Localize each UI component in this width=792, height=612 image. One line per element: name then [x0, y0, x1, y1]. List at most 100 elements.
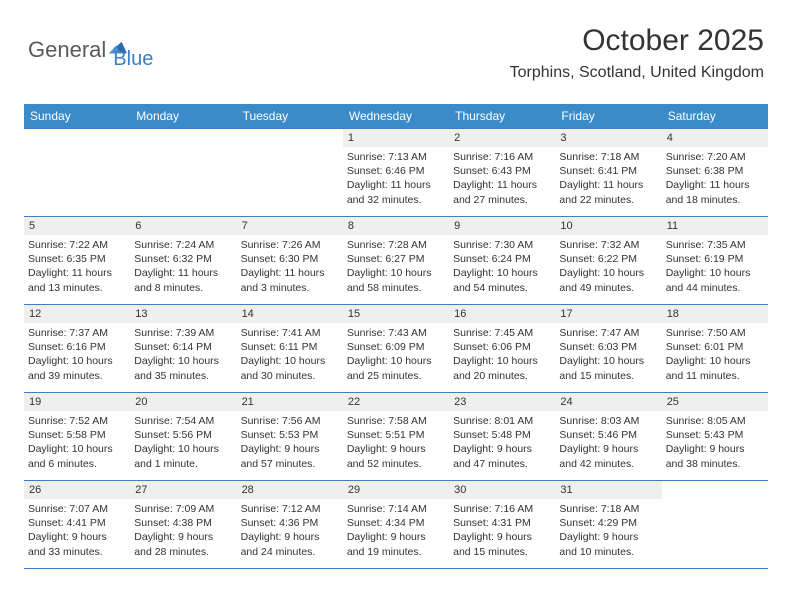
brand-text-1: General	[28, 37, 106, 63]
day-number: 28	[237, 481, 343, 499]
day-number: 7	[237, 217, 343, 235]
day-header: Thursday	[449, 104, 555, 129]
calendar-day-cell: 9Sunrise: 7:30 AMSunset: 6:24 PMDaylight…	[449, 217, 555, 305]
day-info: Sunrise: 7:16 AMSunset: 4:31 PMDaylight:…	[453, 502, 551, 559]
day-info: Sunrise: 7:16 AMSunset: 6:43 PMDaylight:…	[453, 150, 551, 207]
day-number: 13	[130, 305, 236, 323]
brand-text-2: Blue	[113, 48, 153, 71]
day-number: 22	[343, 393, 449, 411]
day-info: Sunrise: 7:43 AMSunset: 6:09 PMDaylight:…	[347, 326, 445, 383]
calendar-day-cell: 29 Sunrise: 7:14 AMSunset: 4:34 PMDayligh…	[343, 481, 449, 569]
location-subtitle: Torphins, Scotland, United Kingdom	[510, 64, 764, 82]
day-number: 24	[555, 393, 661, 411]
calendar-day-cell	[130, 129, 236, 217]
day-number: 6	[130, 217, 236, 235]
day-header: Friday	[555, 104, 661, 129]
day-info: Sunrise: 7:14 AMSunset: 4:34 PMDaylight:…	[347, 502, 445, 559]
day-number: 26	[24, 481, 130, 499]
day-header: Saturday	[662, 104, 768, 129]
day-number: 18	[662, 305, 768, 323]
day-info: Sunrise: 7:07 AMSunset: 4:41 PMDaylight:…	[28, 502, 126, 559]
calendar-day-cell: 12Sunrise: 7:37 AMSunset: 6:16 PMDayligh…	[24, 305, 130, 393]
day-info: Sunrise: 7:18 AMSunset: 6:41 PMDaylight:…	[559, 150, 657, 207]
calendar-day-cell: 19 Sunrise: 7:52 AMSunset: 5:58 PMDayligh…	[24, 393, 130, 481]
day-number: 8	[343, 217, 449, 235]
day-number: 11	[662, 217, 768, 235]
calendar-day-cell: 10Sunrise: 7:32 AMSunset: 6:22 PMDayligh…	[555, 217, 661, 305]
calendar-day-cell: 15Sunrise: 7:43 AMSunset: 6:09 PMDayligh…	[343, 305, 449, 393]
day-info: Sunrise: 7:24 AMSunset: 6:32 PMDaylight:…	[134, 238, 232, 295]
calendar-day-cell: 11 Sunrise: 7:35 AMSunset: 6:19 PMDayligh…	[662, 217, 768, 305]
calendar-body: 1 Sunrise: 7:13 AMSunset: 6:46 PMDaylight…	[24, 129, 768, 569]
day-number: 5	[24, 217, 130, 235]
day-number: 14	[237, 305, 343, 323]
day-number: 23	[449, 393, 555, 411]
day-info: Sunrise: 7:20 AMSunset: 6:38 PMDaylight:…	[666, 150, 764, 207]
calendar-day-cell: 3Sunrise: 7:18 AMSunset: 6:41 PMDaylight…	[555, 129, 661, 217]
calendar-day-cell: 2 Sunrise: 7:16 AMSunset: 6:43 PMDaylight…	[449, 129, 555, 217]
calendar-day-cell: 6 Sunrise: 7:24 AMSunset: 6:32 PMDaylight…	[130, 217, 236, 305]
calendar-week-row: 19 Sunrise: 7:52 AMSunset: 5:58 PMDayligh…	[24, 393, 768, 481]
day-header: Monday	[130, 104, 236, 129]
day-info: Sunrise: 7:52 AMSunset: 5:58 PMDaylight:…	[28, 414, 126, 471]
day-info: Sunrise: 7:12 AMSunset: 4:36 PMDaylight:…	[241, 502, 339, 559]
calendar-day-cell	[662, 481, 768, 569]
calendar-week-row: 12Sunrise: 7:37 AMSunset: 6:16 PMDayligh…	[24, 305, 768, 393]
day-info: Sunrise: 7:47 AMSunset: 6:03 PMDaylight:…	[559, 326, 657, 383]
calendar-day-cell: 30 Sunrise: 7:16 AMSunset: 4:31 PMDayligh…	[449, 481, 555, 569]
calendar-day-cell: 7Sunrise: 7:26 AMSunset: 6:30 PMDaylight…	[237, 217, 343, 305]
day-info: Sunrise: 7:37 AMSunset: 6:16 PMDaylight:…	[28, 326, 126, 383]
day-number: 31	[555, 481, 661, 499]
day-number: 20	[130, 393, 236, 411]
day-number: 2	[449, 129, 555, 147]
day-info: Sunrise: 8:03 AMSunset: 5:46 PMDaylight:…	[559, 414, 657, 471]
day-info: Sunrise: 7:39 AMSunset: 6:14 PMDaylight:…	[134, 326, 232, 383]
calendar-day-cell	[237, 129, 343, 217]
day-info: Sunrise: 7:35 AMSunset: 6:19 PMDaylight:…	[666, 238, 764, 295]
calendar-day-cell: 25 Sunrise: 8:05 AMSunset: 5:43 PMDayligh…	[662, 393, 768, 481]
calendar-day-cell: 1 Sunrise: 7:13 AMSunset: 6:46 PMDaylight…	[343, 129, 449, 217]
day-info: Sunrise: 8:05 AMSunset: 5:43 PMDaylight:…	[666, 414, 764, 471]
day-header: Wednesday	[343, 104, 449, 129]
day-info: Sunrise: 7:22 AMSunset: 6:35 PMDaylight:…	[28, 238, 126, 295]
calendar-day-cell: 4 Sunrise: 7:20 AMSunset: 6:38 PMDaylight…	[662, 129, 768, 217]
day-number: 19	[24, 393, 130, 411]
calendar-week-row: 5 Sunrise: 7:22 AMSunset: 6:35 PMDaylight…	[24, 217, 768, 305]
calendar-day-cell	[24, 129, 130, 217]
day-number: 16	[449, 305, 555, 323]
month-title: October 2025	[510, 24, 764, 58]
calendar-day-cell: 14 Sunrise: 7:41 AMSunset: 6:11 PMDayligh…	[237, 305, 343, 393]
day-info: Sunrise: 7:56 AMSunset: 5:53 PMDaylight:…	[241, 414, 339, 471]
calendar-day-cell: 27 Sunrise: 7:09 AMSunset: 4:38 PMDayligh…	[130, 481, 236, 569]
day-number: 25	[662, 393, 768, 411]
calendar-day-cell: 16 Sunrise: 7:45 AMSunset: 6:06 PMDayligh…	[449, 305, 555, 393]
day-info: Sunrise: 7:45 AMSunset: 6:06 PMDaylight:…	[453, 326, 551, 383]
day-header-row: Sunday Monday Tuesday Wednesday Thursday…	[24, 104, 768, 129]
calendar-day-cell: 8Sunrise: 7:28 AMSunset: 6:27 PMDaylight…	[343, 217, 449, 305]
calendar-day-cell: 21 Sunrise: 7:56 AMSunset: 5:53 PMDayligh…	[237, 393, 343, 481]
day-number: 27	[130, 481, 236, 499]
calendar-day-cell: 23 Sunrise: 8:01 AMSunset: 5:48 PMDayligh…	[449, 393, 555, 481]
day-info: Sunrise: 7:13 AMSunset: 6:46 PMDaylight:…	[347, 150, 445, 207]
calendar-day-cell: 20Sunrise: 7:54 AMSunset: 5:56 PMDayligh…	[130, 393, 236, 481]
day-number: 21	[237, 393, 343, 411]
day-info: Sunrise: 7:32 AMSunset: 6:22 PMDaylight:…	[559, 238, 657, 295]
day-info: Sunrise: 7:30 AMSunset: 6:24 PMDaylight:…	[453, 238, 551, 295]
page-header: October 2025 Torphins, Scotland, United …	[510, 24, 764, 82]
calendar-day-cell: 31 Sunrise: 7:18 AMSunset: 4:29 PMDayligh…	[555, 481, 661, 569]
day-header: Sunday	[24, 104, 130, 129]
day-info: Sunrise: 7:09 AMSunset: 4:38 PMDaylight:…	[134, 502, 232, 559]
calendar-day-cell: 18 Sunrise: 7:50 AMSunset: 6:01 PMDayligh…	[662, 305, 768, 393]
day-info: Sunrise: 7:58 AMSunset: 5:51 PMDaylight:…	[347, 414, 445, 471]
day-info: Sunrise: 8:01 AMSunset: 5:48 PMDaylight:…	[453, 414, 551, 471]
day-number: 4	[662, 129, 768, 147]
day-info: Sunrise: 7:18 AMSunset: 4:29 PMDaylight:…	[559, 502, 657, 559]
day-number: 30	[449, 481, 555, 499]
day-number: 29	[343, 481, 449, 499]
day-number: 1	[343, 129, 449, 147]
day-info: Sunrise: 7:50 AMSunset: 6:01 PMDaylight:…	[666, 326, 764, 383]
calendar-week-row: 1 Sunrise: 7:13 AMSunset: 6:46 PMDaylight…	[24, 129, 768, 217]
day-info: Sunrise: 7:41 AMSunset: 6:11 PMDaylight:…	[241, 326, 339, 383]
calendar-day-cell: 13 Sunrise: 7:39 AMSunset: 6:14 PMDayligh…	[130, 305, 236, 393]
calendar-day-cell: 28 Sunrise: 7:12 AMSunset: 4:36 PMDayligh…	[237, 481, 343, 569]
